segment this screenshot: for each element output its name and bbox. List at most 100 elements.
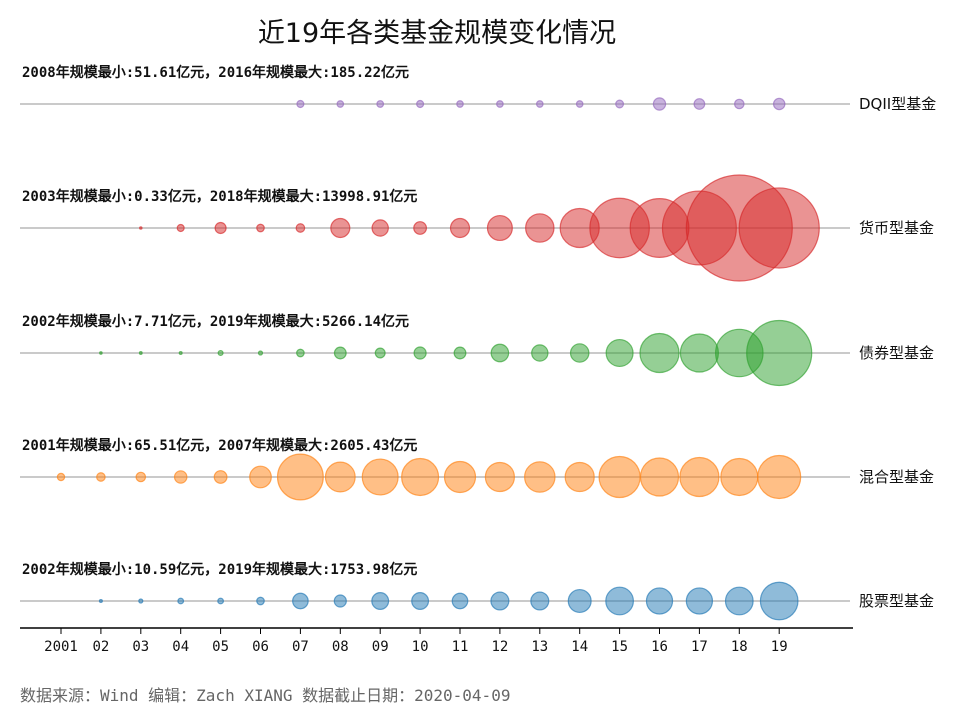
bubble-point: [496, 100, 504, 108]
x-tick-label: 14: [571, 639, 588, 655]
bubble-point: [615, 99, 625, 109]
series-annotation: 2002年规模最小:10.59亿元，2019年规模最大:1753.98亿元: [22, 561, 417, 578]
bubble-point: [685, 587, 714, 615]
series-label: 货币型基金: [859, 219, 934, 237]
series-label: 混合型基金: [859, 468, 934, 486]
bubble-point: [276, 453, 324, 501]
x-tick-label: 18: [731, 639, 748, 655]
bubble-point: [757, 454, 802, 500]
x-tick-label: 17: [691, 639, 708, 655]
bubble-point: [652, 97, 667, 111]
bubble-point: [173, 470, 188, 484]
bubble-point: [605, 586, 635, 616]
bubble-point: [443, 460, 477, 494]
bubble-point: [486, 214, 513, 242]
bubble-point: [456, 100, 464, 108]
series-row: 2002年规模最小:7.71亿元，2019年规模最大:5266.14亿元债券型基…: [20, 313, 934, 387]
bubble-point: [138, 598, 144, 604]
bubble-point: [598, 455, 641, 499]
bubble-point: [296, 348, 305, 358]
bubble-point: [564, 461, 595, 493]
bubble-point: [330, 217, 351, 239]
x-tick-label: 15: [611, 639, 628, 655]
bubble-point: [371, 592, 390, 610]
bubble-point: [575, 100, 584, 108]
bubble-point: [413, 346, 427, 360]
x-tick-label: 16: [651, 639, 668, 655]
bubble-point: [746, 319, 813, 387]
bubble-point: [759, 581, 799, 621]
bubble-point: [217, 597, 225, 605]
chart-title: 近19年各类基金规模变化情况: [258, 18, 616, 49]
x-tick-label: 12: [491, 639, 508, 655]
bubble-point: [333, 346, 347, 360]
bubble-point: [295, 223, 306, 233]
bubble-point: [98, 598, 103, 604]
bubble-point: [720, 457, 759, 497]
bubble-point: [679, 456, 720, 498]
bubble-point: [605, 338, 634, 368]
series-row: 2008年规模最小:51.61亿元，2016年规模最大:185.22亿元 DQII…: [20, 64, 936, 113]
bubble-point: [524, 461, 556, 493]
bubble-point: [217, 349, 224, 357]
x-tick-label: 06: [252, 639, 269, 655]
bubble-point: [376, 100, 385, 108]
x-tick-label: 2001: [44, 639, 78, 655]
bubble-point: [292, 592, 309, 610]
bubble-point: [679, 333, 720, 373]
bubble-point: [96, 472, 106, 482]
bubble-point: [256, 596, 265, 606]
bubble-point: [531, 344, 549, 362]
series-label: DQII型基金: [859, 95, 936, 113]
x-tick-label: 04: [172, 639, 189, 655]
bubble-point: [324, 461, 356, 493]
bubble-point: [214, 221, 227, 235]
bubble-point: [249, 465, 272, 489]
series-row: 2003年规模最小:0.33亿元，2018年规模最大:13998.91亿元货币型…: [20, 174, 934, 282]
bubble-point: [639, 332, 680, 374]
bubble-point: [734, 98, 745, 110]
bubble-point: [569, 343, 590, 363]
series-annotation: 2002年规模最小:7.71亿元，2019年规模最大:5266.14亿元: [22, 313, 409, 330]
bubble-point: [453, 346, 467, 360]
bubble-point: [99, 351, 103, 355]
bubble-point: [361, 458, 399, 496]
bubble-point: [645, 587, 674, 615]
x-tick-label: 05: [212, 639, 229, 655]
bubble-point: [724, 586, 754, 616]
bubble-point: [693, 98, 706, 110]
bubble-point: [139, 226, 143, 230]
series-label: 股票型基金: [859, 592, 934, 610]
bubble-point: [772, 97, 786, 111]
x-tick-label: 07: [292, 639, 309, 655]
x-tick-label: 13: [531, 639, 548, 655]
series-label: 债券型基金: [859, 344, 934, 362]
bubble-point: [138, 351, 143, 355]
x-tick-label: 09: [372, 639, 389, 655]
bubble-point: [490, 591, 510, 611]
bubble-point: [484, 461, 516, 493]
bubble-point: [256, 223, 265, 233]
bubble-point: [413, 221, 428, 235]
bubble-point: [535, 100, 544, 108]
series-row: 2001年规模最小:65.51亿元，2007年规模最大:2605.43亿元混合型…: [20, 437, 934, 501]
bubble-point: [451, 592, 469, 610]
x-tick-label: 02: [92, 639, 109, 655]
bubble-point: [416, 99, 425, 109]
bubble-point: [639, 457, 680, 497]
bubble-point: [177, 597, 185, 605]
series-annotation: 2001年规模最小:65.51亿元，2007年规模最大:2605.43亿元: [22, 437, 417, 454]
bubble-point: [525, 213, 555, 243]
bubble-point: [411, 592, 430, 610]
bubble-point: [401, 457, 440, 497]
x-tick-label: 19: [771, 639, 788, 655]
bubble-point: [176, 223, 185, 233]
bubble-point: [374, 347, 386, 359]
bubble-point: [178, 350, 183, 356]
source-note: 数据来源：Wind 编辑：Zach XIANG 数据截止日期：2020-04-0…: [20, 686, 511, 705]
bubble-point: [213, 470, 228, 484]
bubble-point: [333, 594, 347, 608]
series-row: 2002年规模最小:10.59亿元，2019年规模最大:1753.98亿元股票型…: [20, 561, 934, 621]
bubble-point: [296, 99, 305, 109]
bubble-point: [738, 187, 820, 269]
